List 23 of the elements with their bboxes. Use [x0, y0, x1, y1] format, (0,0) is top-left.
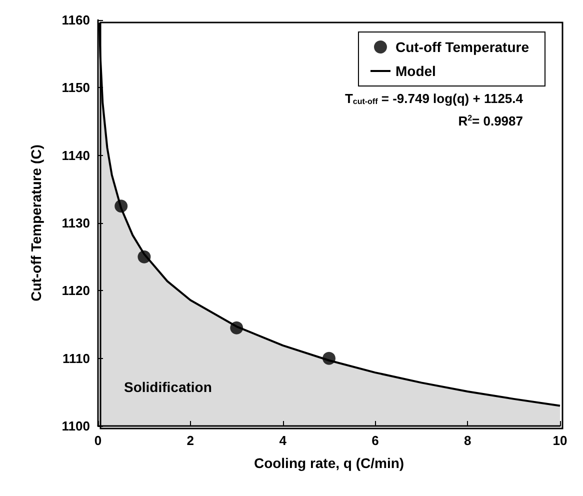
annotation: Tcut-off = -9.749 log(q) + 1125.4 [344, 91, 524, 106]
legend-label: Model [395, 63, 436, 79]
point [138, 250, 151, 264]
y-tick-label: 1100 [62, 418, 90, 434]
x-tick-label: 10 [552, 433, 568, 448]
y-tick-label: 1160 [62, 12, 90, 28]
annotation: Solidification [124, 379, 212, 395]
legend-label: Cut-off Temperature [395, 39, 530, 55]
y-axis-title: Cut-off Temperature (C) [28, 144, 44, 302]
x-tick-label: 6 [372, 433, 379, 448]
y-tick-label: 1110 [62, 350, 90, 366]
x-tick-label: 8 [464, 433, 472, 448]
point [230, 321, 244, 334]
y-tick-label: 1130 [62, 216, 90, 230]
point [114, 200, 128, 213]
y-tick-label: 1120 [62, 283, 90, 298]
x-tick-label: 4 [279, 433, 288, 448]
x-axis-title: Cooling rate, q (C/min) [254, 455, 404, 471]
point [322, 352, 336, 365]
y-tick-label: 1150 [62, 80, 90, 96]
y-tick-label: 1140 [62, 148, 90, 163]
x-tick-label: 0 [94, 433, 102, 448]
x-tick-label: 2 [186, 433, 194, 448]
